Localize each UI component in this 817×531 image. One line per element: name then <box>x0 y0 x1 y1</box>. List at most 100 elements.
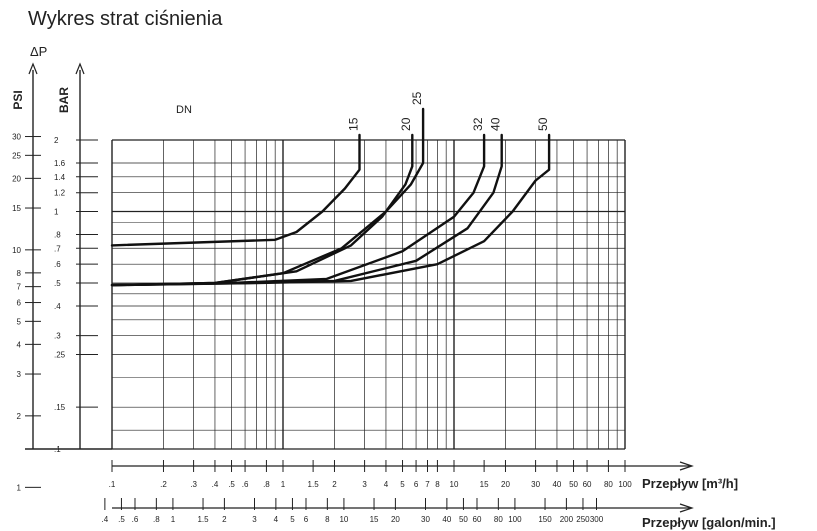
m3h-tick-label: 20 <box>501 480 510 489</box>
gpm-tick-label: 2 <box>222 515 227 524</box>
gpm-tick-label: 5 <box>290 515 295 524</box>
m3h-tick-label: .3 <box>190 480 197 489</box>
series-line-dn50 <box>110 133 551 287</box>
m3h-tick-label: 80 <box>604 480 613 489</box>
bar-tick-label: .1 <box>54 445 61 454</box>
chart-title: Wykres strat ciśnienia <box>28 8 223 30</box>
gpm-tick-label: 200 <box>560 515 574 524</box>
gpm-tick-label: 8 <box>325 515 330 524</box>
m3h-tick-label: 30 <box>531 480 540 489</box>
gpm-tick-label: 40 <box>442 515 451 524</box>
dn-label: DN <box>176 104 192 116</box>
bar-tick-label: 1 <box>54 207 59 216</box>
psi-tick-label: 15 <box>12 204 21 213</box>
gpm-axis-arrowhead <box>679 503 694 513</box>
series-line-dn32 <box>110 133 486 287</box>
series-label-dn25: 25 <box>410 91 424 105</box>
gpm-tick-label: 100 <box>508 515 522 524</box>
gpm-tick-label: 80 <box>494 515 503 524</box>
bar-tick-label: 1.2 <box>54 189 66 198</box>
series-label-dn40: 40 <box>489 117 503 131</box>
series-line-dn25 <box>110 107 425 287</box>
m3h-tick-label: .8 <box>263 480 270 489</box>
gpm-tick-label: .8 <box>153 515 160 524</box>
m3h-tick-label: .1 <box>109 480 116 489</box>
m3h-tick-label: .5 <box>228 480 235 489</box>
labels: 21.61.41.21.8.7.6.5.4.3.25.15.1302520151… <box>11 44 776 530</box>
psi-tick-label: 5 <box>17 317 22 326</box>
x-axis-title-gpm: Przepływ [galon/min.] <box>642 515 776 530</box>
psi-tick-label: 30 <box>12 133 21 142</box>
x-axis-title-m3h: Przepływ [m³/h] <box>642 476 738 491</box>
gpm-tick-label: 1.5 <box>197 515 209 524</box>
psi-tick-label: 4 <box>17 340 22 349</box>
m3h-tick-label: 60 <box>583 480 592 489</box>
m3h-tick-label: 8 <box>435 480 440 489</box>
x-axis-arrowhead <box>679 461 694 471</box>
m3h-tick-label: 4 <box>384 480 389 489</box>
gpm-tick-label: 3 <box>252 515 257 524</box>
gpm-tick-label: 150 <box>538 515 552 524</box>
bar-tick-label: .7 <box>54 244 61 253</box>
bar-tick-label: 1.4 <box>54 173 66 182</box>
series-line-dn20 <box>110 133 414 287</box>
bar-tick-label: 2 <box>54 136 59 145</box>
axis-arrowhead <box>75 62 85 75</box>
gpm-tick-label: 250 <box>576 515 590 524</box>
gpm-tick-label: 20 <box>391 515 400 524</box>
gpm-tick-label: 60 <box>473 515 482 524</box>
axes <box>25 62 694 513</box>
series-label-dn20: 20 <box>399 117 413 131</box>
gpm-tick-label: 1 <box>171 515 176 524</box>
m3h-tick-label: .2 <box>160 480 167 489</box>
series-label-dn32: 32 <box>471 117 485 131</box>
m3h-tick-label: 3 <box>362 480 367 489</box>
gpm-tick-label: .6 <box>132 515 139 524</box>
psi-tick-label: 2 <box>17 412 22 421</box>
psi-axis-title: PSI <box>11 90 25 109</box>
psi-tick-label: 3 <box>17 370 22 379</box>
series-line-dn15 <box>110 133 361 247</box>
bar-tick-label: .6 <box>54 260 61 269</box>
gpm-tick-label: 6 <box>304 515 309 524</box>
gpm-tick-label: 4 <box>274 515 279 524</box>
axis-arrowhead <box>28 62 38 75</box>
psi-tick-label: 8 <box>17 269 22 278</box>
psi-tick-label: 7 <box>17 283 22 292</box>
grid <box>111 139 626 450</box>
gpm-tick-label: 10 <box>339 515 348 524</box>
m3h-tick-label: 6 <box>414 480 419 489</box>
bar-tick-label: .4 <box>54 302 61 311</box>
m3h-tick-label: .6 <box>242 480 249 489</box>
m3h-tick-label: 15 <box>480 480 489 489</box>
series-label-dn15: 15 <box>346 117 360 131</box>
m3h-tick-label: 50 <box>569 480 578 489</box>
series-label-dn50: 50 <box>536 117 550 131</box>
m3h-tick-label: 40 <box>552 480 561 489</box>
gpm-tick-label: 300 <box>590 515 604 524</box>
bar-tick-label: 1.6 <box>54 159 66 168</box>
gpm-tick-label: 30 <box>421 515 430 524</box>
m3h-tick-label: 7 <box>425 480 430 489</box>
psi-tick-label: 6 <box>17 299 22 308</box>
gpm-tick-label: .4 <box>102 515 109 524</box>
m3h-tick-label: 2 <box>332 480 337 489</box>
series-group <box>110 107 551 287</box>
bar-tick-label: .3 <box>54 332 61 341</box>
psi-tick-label: 25 <box>12 151 21 160</box>
bar-tick-label: .5 <box>54 279 61 288</box>
m3h-tick-label: .4 <box>212 480 219 489</box>
m3h-tick-label: 5 <box>400 480 405 489</box>
bar-tick-label: .25 <box>54 350 66 359</box>
bar-tick-label: .8 <box>54 231 61 240</box>
m3h-tick-label: 100 <box>618 480 632 489</box>
psi-tick-label: 20 <box>12 174 21 183</box>
gpm-tick-label: .5 <box>118 515 125 524</box>
m3h-tick-label: 1 <box>281 480 286 489</box>
gpm-tick-label: 15 <box>370 515 379 524</box>
bar-axis-title: BAR <box>57 87 71 113</box>
gpm-tick-label: 50 <box>459 515 468 524</box>
psi-tick-label: 1 <box>17 483 22 492</box>
m3h-tick-label: 1.5 <box>308 480 320 489</box>
